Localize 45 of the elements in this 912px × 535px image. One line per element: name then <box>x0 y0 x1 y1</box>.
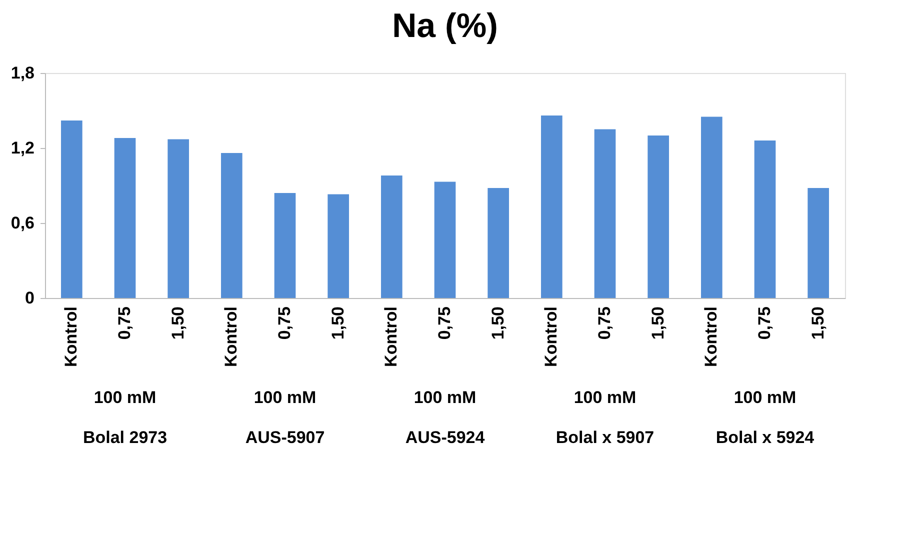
bar <box>434 182 456 298</box>
x-tick-label: 0,75 <box>275 306 294 340</box>
x-tick-label: Kontrol <box>382 306 401 367</box>
x-tick-label: 1,50 <box>808 306 828 340</box>
x-tick-label: 0,75 <box>435 306 454 340</box>
bar <box>168 139 189 298</box>
text: 100 mM <box>94 388 156 407</box>
bar <box>488 188 509 298</box>
x-tick-label: 0,75 <box>755 306 774 340</box>
x-tick-label: 1,50 <box>328 306 348 340</box>
bar <box>808 188 829 298</box>
y-tick-label: 1,8 <box>10 64 34 82</box>
bar <box>114 138 136 298</box>
x-tick-label: 1,50 <box>168 306 188 340</box>
text: Bolal 2973 <box>82 428 168 447</box>
bar <box>648 136 669 298</box>
text: 100 mM <box>574 388 636 407</box>
bar <box>221 153 242 298</box>
x-tick-label: 0,75 <box>115 306 134 340</box>
text: 100 mM <box>414 388 476 407</box>
x-tick-label: Kontrol <box>62 306 81 367</box>
y-tick-label: 1,2 <box>10 138 34 158</box>
bar <box>328 194 349 298</box>
x-tick-label: 1,50 <box>488 306 508 340</box>
y-tick-label: 0,6 <box>10 214 34 232</box>
x-tick-label: Kontrol <box>222 306 241 367</box>
text: 100 mM <box>254 388 316 407</box>
bar <box>381 176 402 298</box>
bar <box>754 140 776 298</box>
bar <box>541 116 562 298</box>
x-tick-label: Kontrol <box>702 306 721 367</box>
text: Bolal x 5907 <box>556 428 654 447</box>
text: 100 mM <box>734 388 796 407</box>
bar <box>274 193 296 298</box>
x-tick-label: Kontrol <box>542 306 561 367</box>
text: Bolal x 5924 <box>716 428 815 447</box>
text: AUS-5907 <box>245 428 325 447</box>
x-tick-label: 0,75 <box>595 306 614 340</box>
bar <box>61 120 82 298</box>
bar <box>701 116 722 298</box>
chart-title: Na (%) <box>392 7 498 45</box>
bar <box>594 129 616 298</box>
y-tick-label: 0 <box>25 288 34 308</box>
text: AUS-5924 <box>405 428 486 447</box>
x-tick-label: 1,50 <box>648 306 668 340</box>
